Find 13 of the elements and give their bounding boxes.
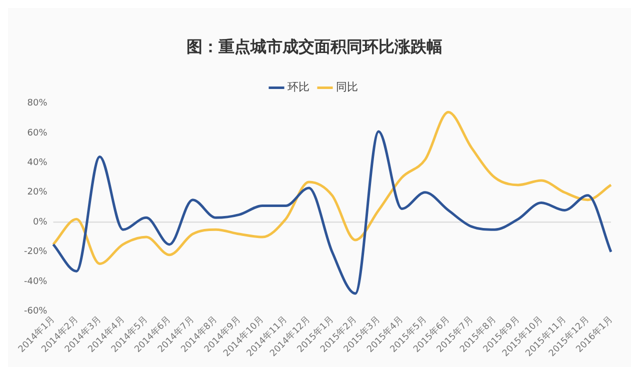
chart-title: 图：重点城市成交面积同环比涨跌幅 <box>186 36 442 56</box>
y-tick-label: 20% <box>27 188 48 198</box>
y-tick-label: 40% <box>27 158 48 168</box>
legend-label: 环比 <box>288 80 310 94</box>
y-tick-label: 0% <box>32 217 48 228</box>
legend-label: 同比 <box>336 80 358 94</box>
line-series <box>52 110 612 266</box>
line-series <box>52 130 612 295</box>
y-tick-label: -60% <box>24 306 48 317</box>
y-tick-label: 60% <box>27 128 48 138</box>
y-tick-label: -40% <box>24 276 48 287</box>
y-tick-label: 80% <box>27 98 48 109</box>
y-tick-label: -20% <box>24 247 48 258</box>
